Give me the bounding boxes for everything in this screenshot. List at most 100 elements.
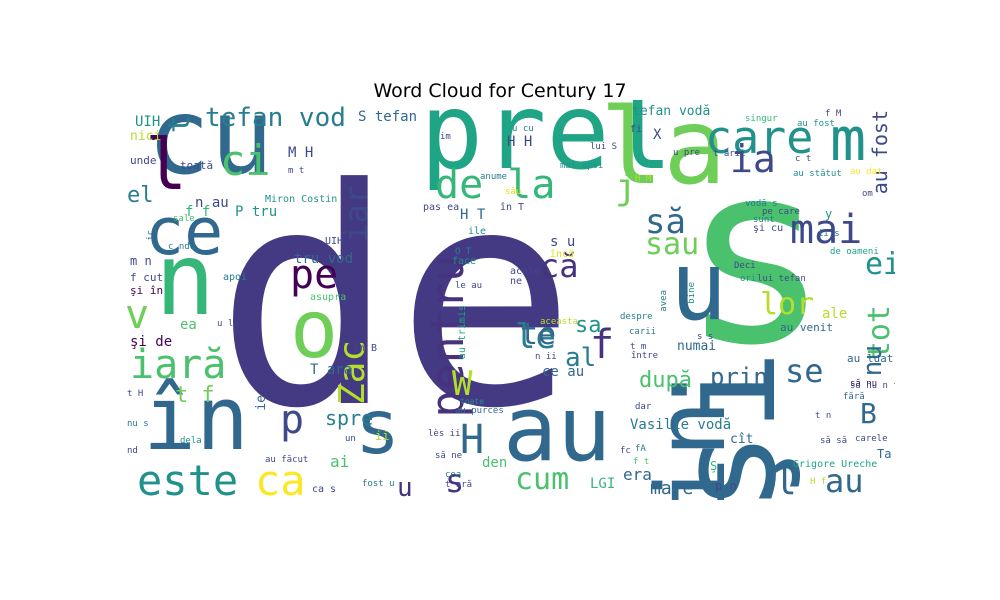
word-cloud-word: au: [825, 462, 864, 500]
word-cloud-word: şi în: [130, 284, 164, 297]
word-cloud-word: t H: [127, 389, 144, 399]
word-cloud-word: cu: [147, 100, 274, 198]
chart-title: Word Cloud for Century 17: [373, 80, 627, 102]
word-cloud-word: Grigore Ureche: [793, 459, 878, 470]
word-cloud-word: la: [600, 100, 727, 208]
word-cloud-word: pe: [290, 252, 339, 298]
word-cloud-word: după: [639, 368, 692, 393]
word-cloud-word: carele: [855, 434, 888, 444]
word-cloud-word: toată: [180, 159, 214, 172]
word-cloud-word: le au: [455, 281, 483, 291]
word-cloud-word: ii s: [818, 229, 840, 239]
word-cloud-word: au: [503, 377, 612, 482]
word-cloud-word: f f: [185, 204, 211, 220]
word-cloud-word: H f: [810, 477, 827, 487]
word-cloud-word: sau: [645, 227, 700, 262]
word-cloud-word: care: [705, 111, 814, 164]
word-cloud-word: n ii: [535, 352, 557, 362]
word-cloud-word: au trimis: [457, 305, 468, 360]
word-cloud-word: p: [280, 397, 305, 443]
word-cloud-word: au fost: [868, 110, 892, 195]
word-cloud-word: sunt: [753, 215, 775, 225]
word-cloud-word: cea: [445, 470, 462, 480]
word-cloud-word: lor: [760, 287, 815, 322]
word-cloud-word: de la: [435, 162, 556, 208]
word-cloud-word: prel: [420, 100, 673, 193]
word-cloud-word: al: [565, 343, 597, 373]
word-cloud-word: ne: [510, 276, 523, 287]
word-cloud-word: pe care: [762, 207, 800, 217]
word-cloud-word: au dat: [850, 167, 883, 177]
word-cloud-word: în: [143, 367, 249, 470]
word-cloud-word: UIH: [325, 236, 344, 247]
word-cloud-word: f M: [825, 109, 842, 119]
word-cloud-word: T ara: [310, 362, 353, 378]
word-cloud-word: s u: [550, 234, 576, 250]
word-cloud-word: fi: [630, 124, 643, 135]
word-cloud-word: m t: [288, 166, 305, 176]
word-cloud-word: ca s: [312, 484, 337, 495]
word-cloud-word: între: [631, 351, 659, 361]
word-cloud-word: l: [775, 462, 797, 501]
word-cloud-word: sâu: [505, 187, 522, 197]
word-cloud-word: v: [125, 292, 150, 338]
word-cloud-word: le: [515, 317, 556, 357]
word-cloud-word: unde: [130, 154, 157, 167]
word-cloud-word: M H: [288, 145, 314, 161]
word-cloud-word: de: [215, 125, 577, 474]
word-cloud-word: de oameni: [830, 247, 879, 257]
word-cloud-word: t ării: [713, 149, 746, 159]
word-cloud-word: în T: [500, 202, 525, 213]
word-cloud-word: să ne: [435, 451, 463, 461]
word-cloud-word: H: [460, 417, 485, 463]
word-cloud-word: cît: [730, 432, 754, 447]
word-cloud-word: să nu: [850, 379, 878, 389]
word-cloud-word: lui tefan: [757, 274, 806, 284]
word-cloud-word: f: [590, 322, 615, 368]
word-cloud-word: lès ii: [428, 429, 461, 439]
word-cloud-word: cum: [515, 462, 570, 497]
word-cloud-word: apoi: [223, 272, 248, 283]
word-cloud-word: tefan vod: [205, 103, 346, 133]
word-cloud-word: c ndu: [168, 242, 196, 252]
word-cloud-word: singur: [745, 114, 778, 124]
word-cloud-word: fc: [620, 446, 631, 456]
word-cloud-word: prin: [710, 363, 768, 391]
word-cloud-word: te: [520, 317, 557, 352]
word-cloud-word: au stătut: [793, 169, 842, 179]
word-cloud-word: S tefan: [358, 109, 418, 125]
word-cloud-word: ei: [865, 247, 895, 282]
word-cloud-word: au luat: [847, 352, 894, 365]
word-cloud-word: iară: [130, 342, 227, 388]
word-cloud-word: Ta: [877, 447, 892, 461]
word-cloud-word: H T: [460, 207, 486, 223]
word-cloud-word: Deci: [734, 261, 756, 271]
word-cloud-word: asupra: [310, 292, 347, 303]
word-cloud-word: ai: [330, 452, 350, 471]
word-cloud-word: dar: [635, 402, 652, 412]
word-cloud-word: ale: [822, 306, 848, 322]
word-cloud-word: t m: [630, 342, 647, 352]
word-cloud-word: sa: [575, 313, 602, 338]
word-cloud-word: p n: [715, 479, 737, 493]
word-cloud-word: im: [440, 132, 451, 142]
word-cloud-word: fost u: [362, 479, 395, 489]
word-cloud-word: t n: [815, 411, 832, 421]
word-cloud: de s şi cu prel la din n u au în o ce s m l care pentru de…: [125, 100, 895, 500]
word-cloud-word: acolo: [510, 266, 541, 277]
word-cloud-word: spre: [325, 406, 374, 430]
word-cloud-word: Vasilie vodă: [630, 417, 732, 433]
word-cloud-word: H H: [507, 134, 533, 150]
word-cloud-word: fără: [843, 392, 865, 402]
word-cloud-word: vodă s: [745, 199, 778, 209]
word-cloud-word: şi cu: [753, 223, 784, 234]
word-cloud-word: au fost: [797, 119, 835, 129]
word-cloud-word: t f: [175, 383, 215, 408]
word-cloud-word: fA: [635, 444, 646, 454]
word-cloud-word: u pre: [673, 148, 701, 158]
word-cloud-word: o: [290, 283, 339, 376]
word-cloud-word: n au: [195, 195, 229, 211]
word-cloud-word: s: [445, 462, 465, 500]
word-cloud-word: s: [680, 109, 831, 400]
word-cloud-word: este: [137, 456, 239, 501]
